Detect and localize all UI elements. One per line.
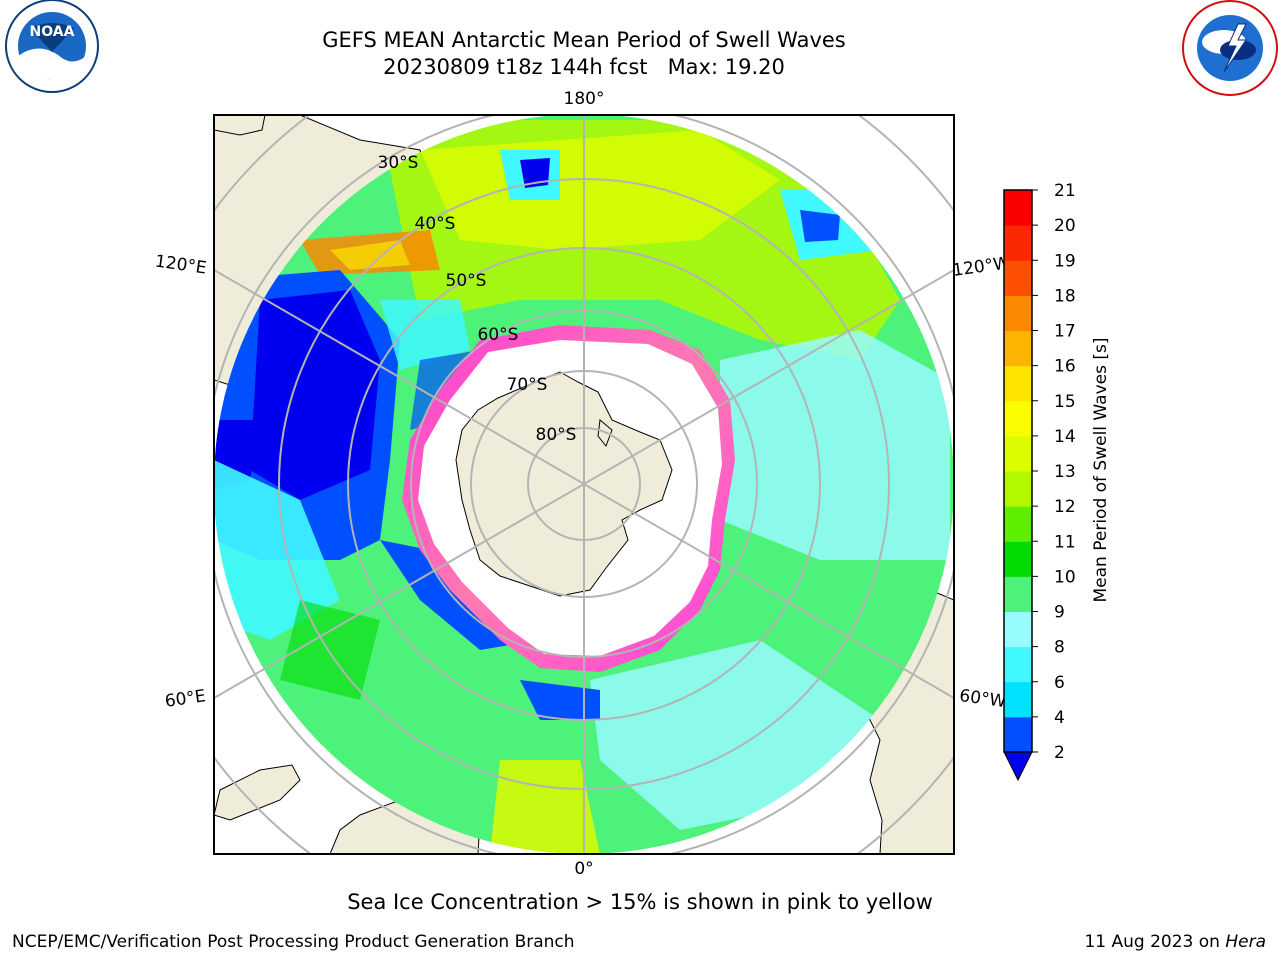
lon-label-60e: 60°E <box>164 686 207 711</box>
nws-logo <box>1182 0 1278 96</box>
credit-text: NCEP/EMC/Verification Post Processing Pr… <box>12 932 575 952</box>
colorbar-tick-label: 20 <box>1054 216 1076 236</box>
chart-title: GEFS MEAN Antarctic Mean Period of Swell… <box>322 28 846 52</box>
colorbar-tick-label: 9 <box>1054 603 1065 623</box>
colorbar-segment <box>1004 330 1032 367</box>
colorbar-tick-label: 8 <box>1054 638 1065 658</box>
colorbar-tick-label: 12 <box>1054 497 1076 517</box>
date-text: 11 Aug 2023 on Hera <box>1084 932 1266 952</box>
lat-label-80s: 80°S <box>536 425 577 445</box>
lon-label-180: 180° <box>564 89 605 109</box>
colorbar-title: Mean Period of Swell Waves [s] <box>1091 338 1111 603</box>
colorbar-segment <box>1004 435 1032 472</box>
colorbar-tick-label: 18 <box>1054 286 1076 306</box>
colorbar-tick-label: 2 <box>1054 743 1065 763</box>
date-label: 11 Aug 2023 on <box>1084 932 1220 952</box>
colorbar-tick-label: 16 <box>1054 357 1076 377</box>
colorbar-tick-label: 14 <box>1054 427 1076 447</box>
host-label: Hera <box>1225 932 1266 952</box>
lon-label-120e: 120°E <box>154 252 208 279</box>
antarctica <box>455 371 673 597</box>
colorbar-segment <box>1004 576 1032 612</box>
colorbar-segment <box>1004 471 1032 507</box>
colorbar-segment <box>1004 225 1032 261</box>
colorbar-segment <box>1004 190 1032 226</box>
max-label: Max: 19.20 <box>667 55 785 79</box>
lon-label-60w: 60°W <box>958 686 1007 712</box>
run-label: 20230809 t18z 144h fcst <box>383 55 648 79</box>
graticule <box>214 115 954 854</box>
noaa-logo-text: NOAA <box>30 24 75 40</box>
colorbar-tick-label: 15 <box>1054 392 1076 412</box>
colorbar-segment <box>1004 506 1032 542</box>
noaa-logo: NOAA <box>5 0 99 93</box>
colorbar-tick-label: 21 <box>1054 181 1076 201</box>
lon-label-120w: 120°W <box>951 253 1011 281</box>
colorbar-segment <box>1004 365 1032 402</box>
lon-label-0: 0° <box>574 859 593 879</box>
colorbar-tick-label: 13 <box>1054 462 1076 482</box>
colorbar-segment <box>1004 611 1032 648</box>
colorbar-tick-label: 10 <box>1054 567 1076 587</box>
colorbar-segment <box>1004 295 1032 331</box>
ice-note: Sea Ice Concentration > 15% is shown in … <box>347 890 933 914</box>
colorbar: 2 4 6 8 9 10 11 12 13 14 15 16 17 18 19 20 21 <box>1003 181 1076 782</box>
lat-label-60s: 60°S <box>478 325 519 345</box>
chart-subtitle: 20230809 t18z 144h fcst Max: 19.20 <box>200 54 968 80</box>
colorbar-segment <box>1004 681 1032 718</box>
colorbar-segment <box>1004 646 1032 683</box>
colorbar-tick-label: 11 <box>1054 532 1076 552</box>
lat-label-40s: 40°S <box>415 214 456 234</box>
lat-label-70s: 70°S <box>507 375 548 395</box>
colorbar-extend-arrow <box>1003 751 1033 782</box>
colorbar-segment <box>1004 400 1032 437</box>
colorbar-tick-label: 6 <box>1054 673 1065 693</box>
colorbar-segment <box>1004 260 1032 296</box>
lat-label-50s: 50°S <box>446 271 487 291</box>
colorbar-tick-label: 17 <box>1054 322 1076 342</box>
colorbar-segment <box>1004 716 1032 753</box>
colorbar-tick-label: 19 <box>1054 251 1076 271</box>
colorbar-segment <box>1004 541 1032 577</box>
lat-label-30s: 30°S <box>378 153 419 173</box>
map-frame <box>213 114 955 855</box>
colorbar-tick-label: 4 <box>1054 708 1065 728</box>
